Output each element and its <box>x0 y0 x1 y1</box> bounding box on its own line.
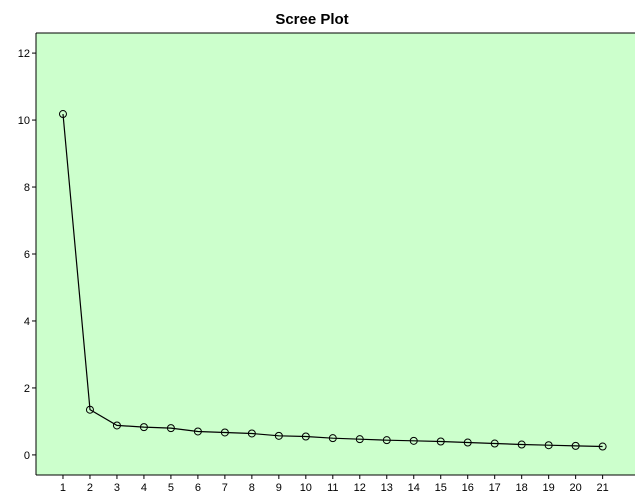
data-point <box>571 441 580 450</box>
x-tick-label: 15 <box>435 482 447 494</box>
data-point <box>355 435 364 444</box>
x-tick-label: 9 <box>276 482 282 494</box>
x-tick-label: 13 <box>381 482 393 494</box>
x-tick-label: 6 <box>195 482 201 494</box>
x-tick-label: 20 <box>570 482 582 494</box>
x-tick-label: 8 <box>249 482 255 494</box>
y-tick-label: 0 <box>24 450 30 462</box>
data-point <box>58 110 67 119</box>
x-tick-label: 2 <box>87 482 93 494</box>
data-point <box>85 405 94 414</box>
data-point <box>517 440 526 449</box>
y-tick-label: 2 <box>24 383 30 395</box>
x-tick-label: 5 <box>168 482 174 494</box>
x-tick-label: 4 <box>141 482 147 494</box>
x-tick-label: 19 <box>543 482 555 494</box>
x-tick-label: 12 <box>354 482 366 494</box>
data-point <box>544 441 553 450</box>
data-point <box>463 438 472 447</box>
data-point <box>112 421 121 430</box>
y-tick-label: 4 <box>24 316 30 328</box>
y-axis-ticks: 0 2 4 6 8 10 12 <box>18 48 36 462</box>
series-group <box>58 110 607 451</box>
y-tick-label: 8 <box>24 182 30 194</box>
data-point <box>598 442 607 451</box>
chart-title: Scree Plot <box>275 11 348 28</box>
x-tick-label: 11 <box>327 482 338 494</box>
y-tick-label: 6 <box>24 249 30 261</box>
data-point <box>409 436 418 445</box>
x-tick-label: 14 <box>408 482 420 494</box>
plot-area <box>36 33 635 475</box>
data-point <box>274 431 283 440</box>
x-tick-label: 18 <box>516 482 528 494</box>
x-tick-label: 3 <box>114 482 120 494</box>
series-line <box>62 113 603 448</box>
x-tick-label: 17 <box>489 482 501 494</box>
data-point <box>490 439 499 448</box>
data-point <box>166 424 175 433</box>
data-point <box>220 428 229 437</box>
data-point <box>301 432 310 441</box>
x-tick-label: 1 <box>60 482 66 494</box>
x-tick-label: 21 <box>596 482 608 494</box>
x-tick-label: 10 <box>300 482 312 494</box>
x-axis-ticks: 1 2 3 4 5 6 7 8 9 10 11 12 13 14 15 16 17 18 19 20 21 <box>60 475 609 494</box>
data-point <box>382 436 391 445</box>
y-tick-label: 12 <box>18 48 30 60</box>
x-tick-label: 16 <box>462 482 474 494</box>
y-tick-label: 10 <box>18 115 30 127</box>
data-point <box>436 437 445 446</box>
data-point <box>328 434 337 443</box>
data-point <box>193 427 202 436</box>
data-point <box>247 429 256 438</box>
x-tick-label: 7 <box>222 482 228 494</box>
data-point <box>139 423 148 432</box>
